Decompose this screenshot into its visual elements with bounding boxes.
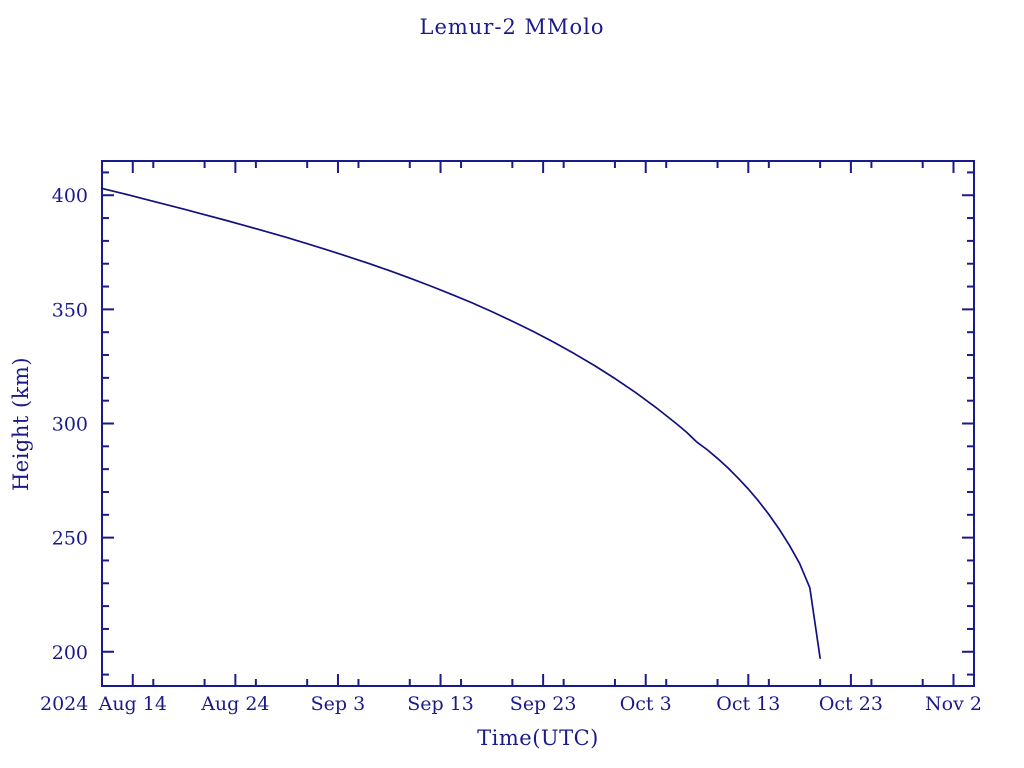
- y-tick-label: 250: [52, 528, 88, 550]
- x-tick-label: Sep 3: [311, 693, 366, 715]
- x-axis-tick-labels: Aug 14 Aug 24 Sep 3 Sep 13 Sep 23 Oct 3 Oct 13…: [98, 693, 982, 715]
- y-tick-label: 400: [52, 185, 88, 207]
- y-axis-title: Height (km): [9, 357, 33, 491]
- x-axis-year-label: 2024: [40, 693, 88, 715]
- y-tick-label: 350: [52, 299, 88, 321]
- y-tick-label: 300: [52, 414, 88, 436]
- x-axis-ticks: [101, 161, 975, 686]
- x-tick-label: Aug 14: [98, 693, 167, 715]
- x-axis-title: Time(UTC): [477, 726, 599, 750]
- y-axis-ticks: [102, 171, 974, 676]
- x-tick-label: Aug 24: [200, 693, 269, 715]
- x-tick-label: Sep 23: [510, 693, 577, 715]
- x-tick-label: Sep 13: [407, 693, 474, 715]
- x-tick-label: Nov 2: [925, 693, 982, 715]
- height-decay-line: [101, 187, 821, 659]
- x-tick-label: Oct 3: [620, 693, 672, 715]
- x-tick-label: Oct 23: [819, 693, 883, 715]
- y-axis-tick-labels: 200 250 300 350 400: [52, 185, 88, 664]
- chart-title: Lemur-2 MMolo: [419, 15, 605, 39]
- x-tick-label: Oct 13: [716, 693, 780, 715]
- y-tick-label: 200: [52, 642, 88, 664]
- plot-frame: [101, 160, 975, 687]
